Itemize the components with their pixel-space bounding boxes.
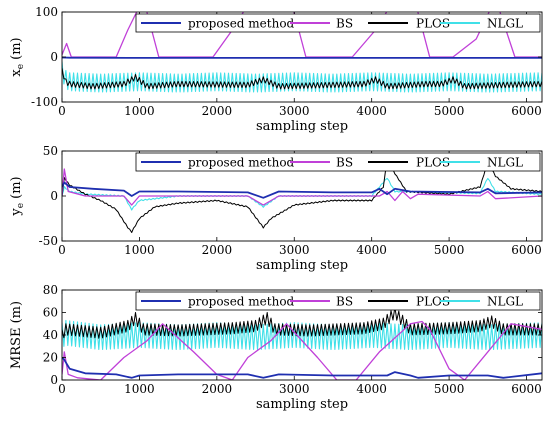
series-group	[62, 306, 542, 380]
legend: proposed method BS PLOS NLGL	[135, 152, 541, 172]
y-tick-label: 40	[43, 328, 58, 342]
series-group	[62, 12, 542, 93]
x-tick-label: 0	[58, 243, 66, 257]
x-tick-label: 6000	[511, 382, 542, 396]
legend-label-2: BS	[336, 17, 353, 31]
x-tick-label: 0	[58, 382, 66, 396]
legend-label-4: NLGL	[487, 156, 523, 170]
y-tick-label: 50	[43, 144, 58, 158]
y-tick-label: -50	[39, 234, 58, 248]
x-tick-label: 3000	[279, 382, 310, 396]
y-tick-label: 0	[50, 373, 58, 387]
y-axis-label: xe (m)	[9, 37, 26, 76]
x-tick-label: 0	[58, 104, 66, 118]
y-tick-label: 80	[43, 283, 58, 297]
legend-label-2: BS	[336, 156, 353, 170]
y-tick-label: 0	[50, 50, 58, 64]
y-axis-label: MRSE (m)	[9, 301, 24, 369]
chart-panel-3: 0 1000 2000 3000 4000 5000 6000 0 20 40 60 80 sampli…	[9, 283, 543, 412]
legend-box	[135, 152, 541, 172]
chart-panel-1: 0 1000 2000 3000 4000 5000 6000-1000100samplin…	[9, 5, 543, 134]
y-tick-label: 20	[43, 351, 58, 365]
legend-box	[135, 291, 541, 311]
y-tick-label: 0	[50, 189, 58, 203]
legend-label-3: PLOS	[416, 295, 450, 309]
y-tick-label: 100	[35, 5, 58, 19]
y-tick-label: -100	[31, 95, 58, 109]
series-line-proposed-method	[62, 356, 542, 379]
x-axis-label: sampling step	[256, 119, 348, 134]
legend-label-4: NLGL	[487, 17, 523, 31]
legend-label-2: BS	[336, 295, 353, 309]
series-group	[62, 160, 542, 233]
series-line-plos	[62, 306, 542, 339]
x-axis-label: sampling step	[256, 258, 348, 273]
x-tick-label: 3000	[279, 243, 310, 257]
x-tick-label: 2000	[202, 243, 233, 257]
x-tick-label: 1000	[124, 382, 155, 396]
legend-label-1: proposed method	[188, 295, 295, 309]
x-tick-label: 1000	[124, 104, 155, 118]
y-axis-label: ye (m)	[9, 176, 26, 216]
legend-label-4: NLGL	[487, 295, 523, 309]
series-line-bs	[62, 320, 542, 380]
x-tick-label: 4000	[356, 382, 387, 396]
x-tick-label: 5000	[434, 382, 465, 396]
series-line-bs	[62, 168, 542, 206]
x-tick-label: 6000	[511, 104, 542, 118]
x-tick-label: 2000	[202, 382, 233, 396]
series-line-plos	[62, 160, 542, 233]
x-tick-label: 6000	[511, 243, 542, 257]
series-line-nlgl	[62, 319, 542, 351]
legend-label-1: proposed method	[188, 156, 295, 170]
legend: proposed method BS PLOS NLGL	[135, 291, 541, 311]
chart-panel-2: 0 1000 2000 3000 4000 5000 6000-50050sampling …	[9, 144, 543, 273]
series-line-plos	[62, 67, 542, 90]
legend-label-3: PLOS	[416, 17, 450, 31]
x-tick-label: 3000	[279, 104, 310, 118]
legend-label-3: PLOS	[416, 156, 450, 170]
legend-box	[135, 13, 541, 33]
x-tick-label: 4000	[356, 104, 387, 118]
x-tick-label: 2000	[202, 104, 233, 118]
legend-label-1: proposed method	[188, 17, 295, 31]
x-tick-label: 1000	[124, 243, 155, 257]
x-axis-label: sampling step	[256, 397, 348, 412]
legend: proposed method BS PLOS NLGL	[135, 13, 541, 33]
series-line-proposed-method	[62, 181, 542, 199]
x-tick-label: 4000	[356, 243, 387, 257]
x-tick-label: 5000	[434, 104, 465, 118]
x-tick-label: 5000	[434, 243, 465, 257]
y-tick-label: 60	[43, 306, 58, 320]
